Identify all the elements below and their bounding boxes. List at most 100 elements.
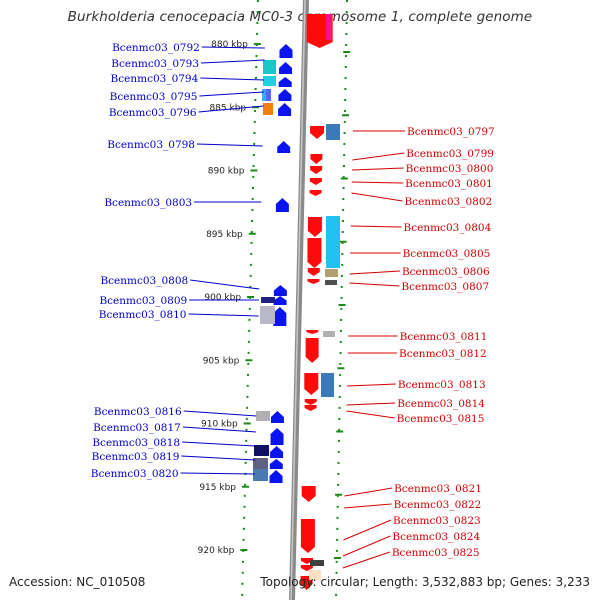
gene-arrow	[307, 279, 320, 284]
gene-label: Bcenmc03_0796	[109, 107, 197, 119]
gene-leader-line	[346, 383, 396, 387]
gene-block	[260, 306, 275, 324]
gene-label: Bcenmc03_0820	[91, 468, 179, 480]
scale-tick-label: 880 kbp	[211, 40, 248, 50]
scale-ticks: 880 kbp 885 kbp 890 kbp 895 kbp 900 kbp 905 k…	[198, 40, 351, 559]
gene-block	[263, 60, 276, 74]
gene-block	[325, 280, 337, 285]
gene-leader-line	[182, 441, 256, 447]
gene-label: Bcenmc03_0798	[107, 139, 195, 151]
gene-arrow	[307, 217, 322, 237]
gene-block	[310, 560, 324, 566]
gene-block	[253, 458, 268, 469]
gene-arrow	[309, 190, 322, 196]
gene-arrow	[273, 285, 287, 296]
scale-tick-label: 910 kbp	[201, 420, 238, 430]
accession-label: Accession: NC_010508	[9, 575, 146, 589]
gene-leader-line	[346, 402, 396, 406]
scale-tick-label: 920 kbp	[198, 546, 235, 556]
scale-tick-label: 895 kbp	[206, 230, 243, 240]
gene-arrow	[279, 62, 293, 74]
gene-leader-line	[181, 455, 256, 461]
gene-leader-line	[188, 313, 259, 317]
gene-label: Bcenmc03_0803	[104, 197, 192, 209]
scale-tick-label: 915 kbp	[199, 483, 236, 493]
gene-label: Bcenmc03_0819	[92, 451, 180, 463]
left-dotted-track	[241, 0, 259, 600]
gene-label: Bcenmc03_0801	[405, 178, 493, 190]
gene-label: Bcenmc03_0811	[400, 331, 488, 343]
gene-label: Bcenmc03_0808	[100, 275, 188, 287]
gene-leader-line	[201, 46, 265, 49]
gene-arrow	[305, 338, 319, 363]
gene-leader-line	[349, 282, 400, 287]
gene-leader-line	[351, 192, 403, 202]
scale-tick-label: 890 kbp	[208, 167, 245, 177]
gene-block	[325, 269, 338, 277]
left-gene-labels: Bcenmc03_0792 Bcenmc03_0793 Bcenmc03_0794 B…	[91, 42, 265, 480]
gene-leader-line	[346, 410, 395, 419]
gene-block	[256, 411, 270, 421]
gene-label: Bcenmc03_0800	[406, 163, 494, 175]
gene-label: Bcenmc03_0824	[392, 531, 480, 543]
gene-label: Bcenmc03_0823	[393, 515, 481, 527]
gene-label: Bcenmc03_0814	[397, 398, 485, 410]
gene-leader-line	[198, 105, 264, 113]
gene-leader-line	[182, 426, 256, 433]
gene-label: Bcenmc03_0802	[404, 196, 492, 208]
gene-arrow	[277, 141, 291, 153]
gene-block	[326, 216, 340, 268]
gene-leader-line	[200, 77, 265, 81]
gene-arrow	[304, 373, 319, 395]
gene-leader-line	[180, 472, 255, 475]
gene-arrow	[270, 428, 284, 445]
gene-block	[309, 570, 321, 580]
gene-block	[321, 373, 334, 397]
chromosome-backbone-highlight	[290, 0, 306, 600]
gene-leader-line	[352, 152, 405, 161]
gene-label: Bcenmc03_0797	[407, 126, 495, 138]
gene-arrow	[310, 154, 323, 164]
gene-leader-line	[201, 59, 265, 64]
gene-block	[326, 124, 340, 140]
gene-label: Bcenmc03_0825	[392, 547, 480, 559]
scale-tick-label: 885 kbp	[209, 103, 246, 113]
track-dotted-lines	[241, 0, 348, 600]
gene-leader-line	[196, 143, 263, 147]
gene-label: Bcenmc03_0813	[398, 379, 486, 391]
left-strand-features	[253, 44, 293, 483]
scale-tick-label: 905 kbp	[203, 356, 240, 366]
gene-arrow	[300, 565, 313, 571]
gene-label: Bcenmc03_0817	[93, 422, 181, 434]
gene-block	[323, 331, 335, 337]
gene-arrow	[307, 238, 322, 268]
gene-leader-line	[342, 551, 391, 569]
gene-arrow	[273, 307, 287, 326]
gene-arrow	[270, 411, 284, 423]
gene-arrow	[278, 103, 292, 116]
gene-arrow	[269, 470, 283, 483]
gene-label: Bcenmc03_0816	[94, 406, 182, 418]
gene-block	[262, 89, 269, 101]
gene-label: Bcenmc03_0821	[394, 483, 482, 495]
gene-label: Bcenmc03_0794	[111, 73, 199, 85]
right-gene-labels: Bcenmc03_0797 Bcenmc03_0799 Bcenmc03_0800 B…	[342, 126, 495, 569]
gene-arrow	[270, 446, 284, 458]
right-strand-features	[300, 14, 340, 590]
gene-label: Bcenmc03_0809	[99, 295, 187, 307]
gene-leader-line	[351, 181, 404, 184]
gene-block	[263, 103, 273, 115]
gene-arrow	[279, 44, 293, 58]
gene-arrow	[307, 268, 320, 276]
gene-label: Bcenmc03_0812	[399, 348, 487, 360]
gene-arrow	[269, 459, 283, 469]
gene-leader-line	[190, 279, 260, 290]
gene-arrow	[300, 519, 315, 553]
gene-block	[263, 76, 276, 86]
gene-leader-line	[342, 535, 391, 557]
gene-arrow	[306, 330, 319, 334]
right-dotted-track	[335, 0, 348, 600]
gene-leader-line	[344, 503, 392, 509]
gene-arrow	[275, 198, 289, 212]
